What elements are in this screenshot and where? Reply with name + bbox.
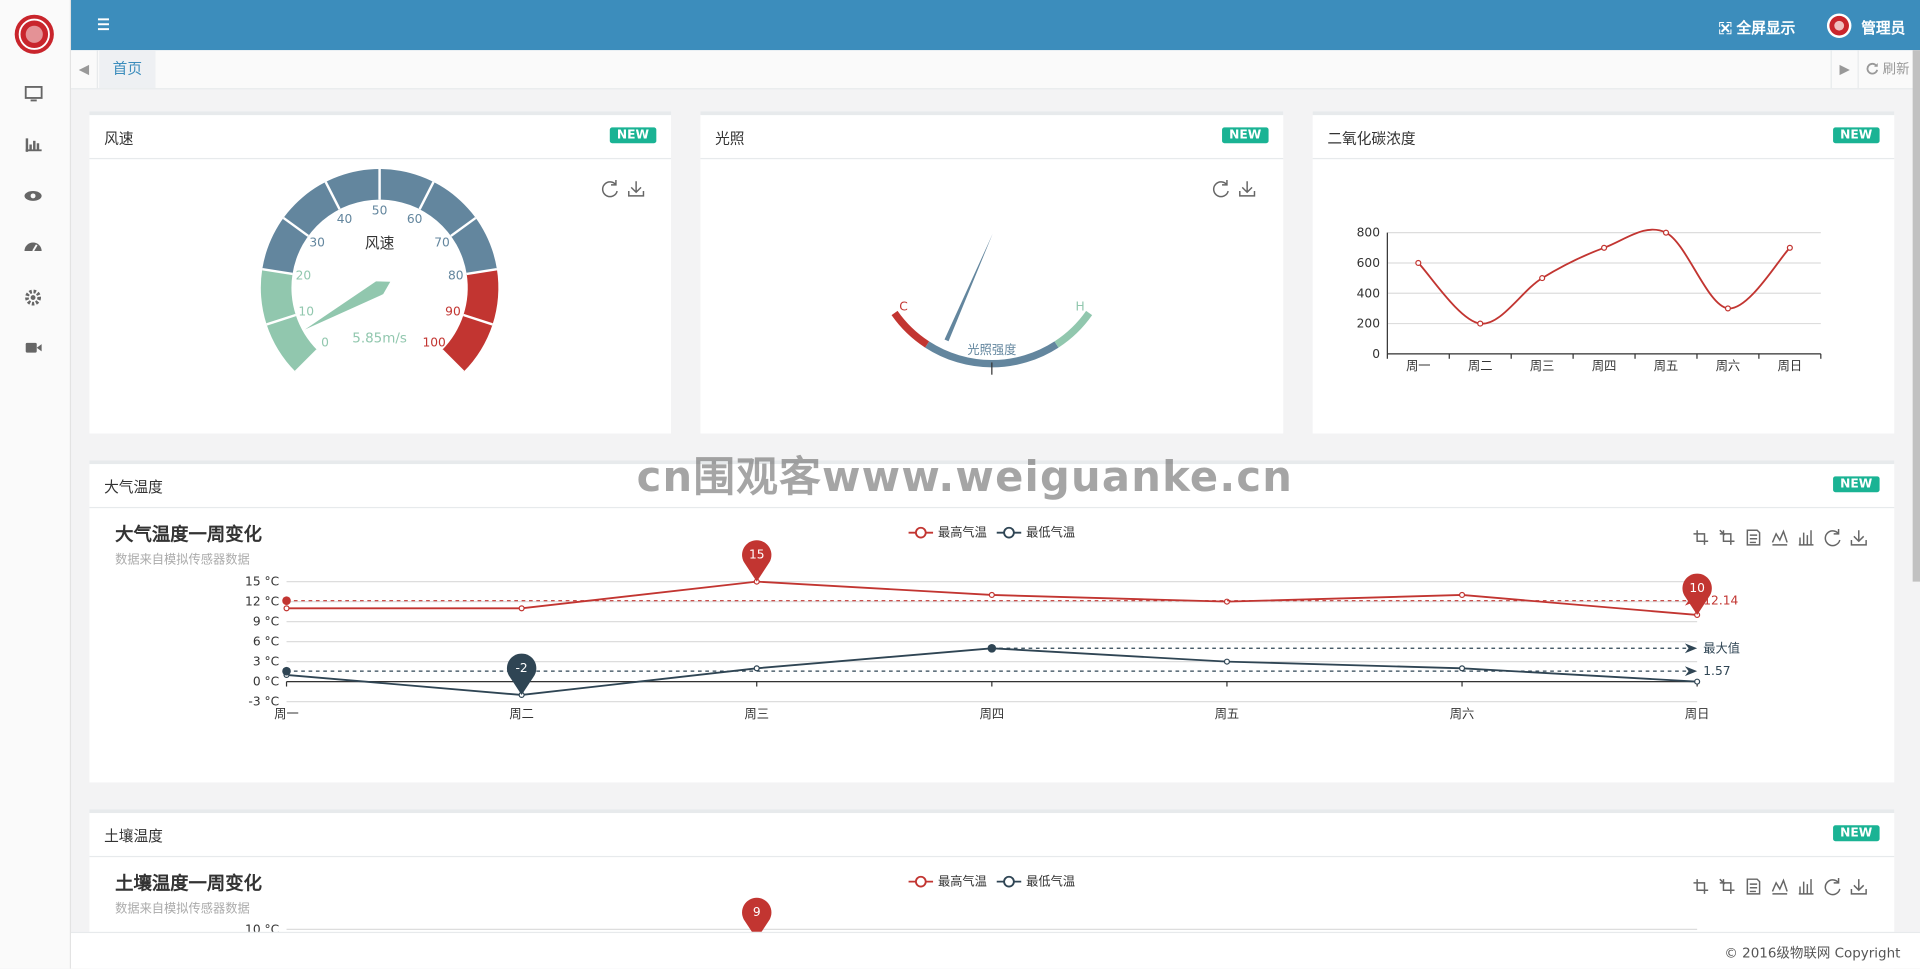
refresh-icon xyxy=(1866,62,1879,75)
tab-scroll-left[interactable]: ◀ xyxy=(71,50,98,89)
tab-home[interactable]: 首页 xyxy=(99,50,156,89)
panel-header: 光照 NEW xyxy=(700,115,1284,160)
fullscreen-button[interactable]: 全屏显示 xyxy=(1718,17,1796,38)
panel-badge: NEW xyxy=(609,127,657,144)
panel-header: 土壤温度 NEW xyxy=(89,813,1895,858)
panel: 大气温度 NEW xyxy=(89,460,1895,783)
tab-bar: ◀ 首页 ▶ 刷新 xyxy=(71,50,1920,90)
fullscreen-label: 全屏显示 xyxy=(1736,19,1796,37)
panel-badge: NEW xyxy=(1832,127,1880,144)
panel-title: 大气温度 xyxy=(104,478,163,496)
menu-dashboard[interactable] xyxy=(24,242,42,252)
panel: 风速 NEW xyxy=(89,111,672,434)
panel: 二氧化碳浓度 NEW xyxy=(1312,111,1895,434)
panel-title: 风速 xyxy=(104,129,134,147)
menu-toggle[interactable] xyxy=(96,17,113,32)
panel-badge: NEW xyxy=(1832,825,1880,842)
panel-badge: NEW xyxy=(1221,127,1269,144)
menu-settings[interactable] xyxy=(25,289,42,306)
panel: 光照 NEW xyxy=(700,111,1284,434)
user-avatar[interactable] xyxy=(1826,12,1853,39)
panel-header: 大气温度 NEW xyxy=(89,464,1895,509)
menu-eye[interactable] xyxy=(24,191,42,201)
footer: © 2016级物联网 Copyright xyxy=(71,931,1920,969)
fullscreen-icon xyxy=(1718,21,1733,36)
panel-title: 光照 xyxy=(715,129,745,147)
panel-title: 土壤温度 xyxy=(104,827,163,845)
watermark: cn围观客www.weiguanke.cn xyxy=(636,453,1294,503)
top-bar: 全屏显示 管理员 xyxy=(71,0,1920,51)
menu-monitor[interactable] xyxy=(24,86,43,102)
panel-badge: NEW xyxy=(1832,476,1880,493)
tab-scroll-right[interactable]: ▶ xyxy=(1830,50,1859,89)
refresh-label: 刷新 xyxy=(1882,61,1910,78)
user-name[interactable]: 管理员 xyxy=(1861,19,1906,37)
panel-header: 风速 NEW xyxy=(89,115,672,160)
scrollbar xyxy=(1912,50,1920,582)
logo xyxy=(14,14,54,54)
menu-chart[interactable] xyxy=(25,138,42,152)
sidebar xyxy=(0,0,72,969)
refresh-button[interactable]: 刷新 xyxy=(1866,50,1910,88)
panel-title: 二氧化碳浓度 xyxy=(1327,129,1416,147)
panel-header: 二氧化碳浓度 NEW xyxy=(1312,115,1895,160)
sidebar-icons xyxy=(14,14,54,353)
menu-video[interactable] xyxy=(25,342,42,353)
